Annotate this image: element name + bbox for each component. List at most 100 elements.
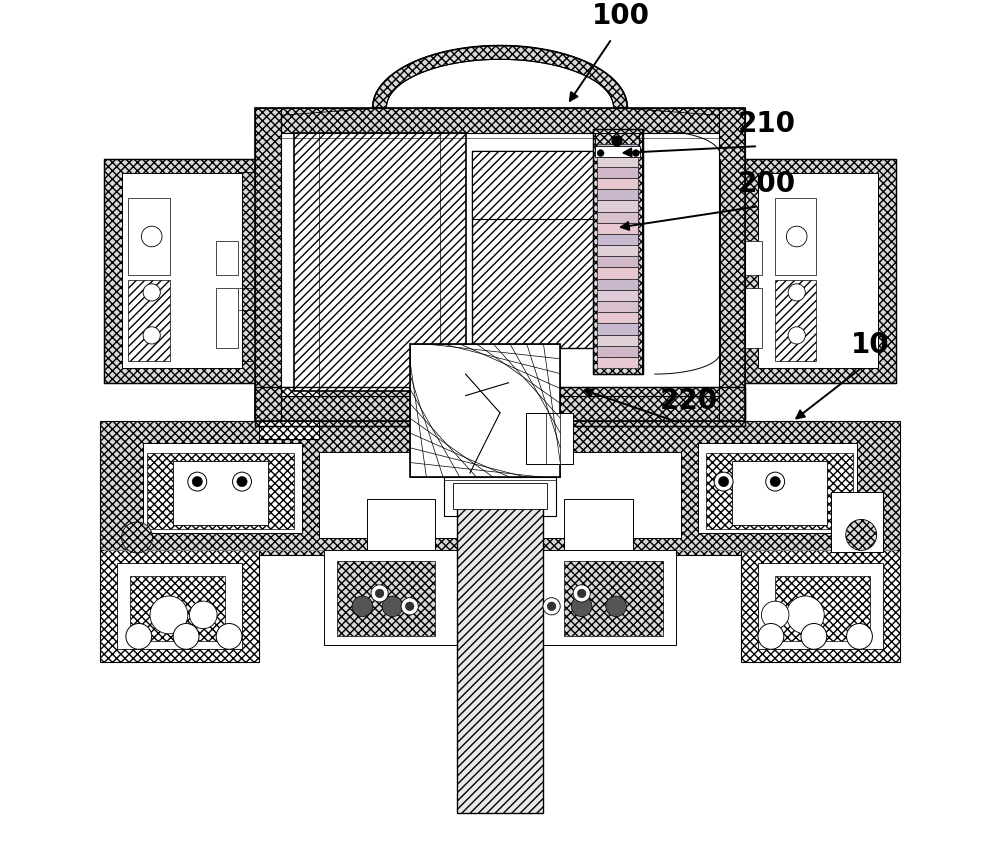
Bar: [597, 234, 638, 245]
Circle shape: [766, 472, 785, 491]
Bar: [319, 452, 681, 538]
Bar: [337, 561, 435, 636]
Bar: [367, 499, 435, 550]
Bar: [597, 256, 638, 267]
Bar: [147, 453, 294, 529]
Text: 210: 210: [738, 109, 796, 138]
Circle shape: [788, 284, 805, 301]
Bar: [758, 173, 878, 368]
Circle shape: [190, 601, 217, 629]
Bar: [597, 178, 638, 189]
Bar: [294, 133, 466, 391]
Circle shape: [143, 284, 160, 301]
Bar: [281, 133, 719, 396]
Text: 10: 10: [850, 331, 889, 359]
Circle shape: [788, 327, 805, 344]
Bar: [741, 241, 762, 275]
Bar: [741, 288, 762, 348]
Bar: [706, 453, 853, 529]
Bar: [597, 357, 638, 368]
Circle shape: [571, 596, 592, 617]
Circle shape: [233, 472, 251, 491]
Text: 100: 100: [591, 2, 649, 30]
Bar: [775, 198, 816, 275]
Bar: [128, 198, 170, 275]
Bar: [732, 461, 827, 525]
Bar: [595, 146, 640, 157]
Bar: [104, 159, 259, 383]
Bar: [698, 443, 857, 533]
Bar: [128, 280, 170, 361]
Bar: [259, 387, 319, 439]
Circle shape: [606, 596, 626, 617]
Bar: [564, 561, 663, 636]
Bar: [457, 503, 543, 813]
Circle shape: [846, 519, 877, 550]
Bar: [255, 108, 281, 421]
Circle shape: [188, 472, 207, 491]
Circle shape: [401, 598, 418, 615]
Bar: [410, 344, 560, 477]
Bar: [117, 563, 242, 649]
Bar: [831, 492, 883, 552]
Circle shape: [758, 624, 784, 649]
Circle shape: [597, 150, 604, 157]
Bar: [255, 396, 745, 421]
Bar: [564, 499, 633, 550]
Bar: [593, 129, 643, 374]
Circle shape: [718, 476, 729, 487]
Bar: [597, 144, 638, 156]
Bar: [597, 346, 638, 357]
Bar: [444, 477, 556, 516]
Circle shape: [237, 476, 247, 487]
Text: 220: 220: [660, 386, 718, 415]
Bar: [597, 267, 638, 279]
Circle shape: [150, 596, 188, 634]
Bar: [122, 173, 242, 368]
Bar: [324, 550, 676, 645]
Bar: [472, 150, 600, 348]
Bar: [597, 200, 638, 212]
Circle shape: [612, 136, 622, 146]
Circle shape: [714, 472, 733, 491]
Circle shape: [577, 589, 586, 598]
Bar: [255, 108, 745, 133]
Bar: [597, 245, 638, 256]
Bar: [104, 159, 259, 383]
Bar: [597, 156, 638, 167]
Bar: [238, 172, 259, 361]
Bar: [719, 172, 741, 361]
Bar: [741, 550, 900, 662]
Circle shape: [786, 596, 824, 634]
Circle shape: [126, 624, 152, 649]
Bar: [255, 387, 745, 426]
Circle shape: [371, 585, 388, 602]
Bar: [173, 461, 268, 525]
Circle shape: [761, 601, 789, 629]
Circle shape: [122, 522, 153, 553]
Bar: [255, 108, 745, 421]
Bar: [775, 576, 870, 641]
Circle shape: [573, 585, 590, 602]
Bar: [597, 279, 638, 290]
Bar: [143, 443, 302, 533]
Circle shape: [192, 476, 202, 487]
Bar: [597, 212, 638, 223]
Bar: [597, 223, 638, 234]
Bar: [595, 133, 639, 149]
Circle shape: [216, 624, 242, 649]
Bar: [775, 280, 816, 361]
Bar: [593, 129, 643, 374]
Bar: [597, 301, 638, 312]
Bar: [597, 167, 638, 178]
Circle shape: [847, 624, 872, 649]
Text: 200: 200: [738, 169, 796, 198]
Circle shape: [352, 596, 373, 617]
Bar: [758, 563, 883, 649]
Bar: [597, 335, 638, 346]
Circle shape: [786, 226, 807, 247]
Bar: [597, 189, 638, 200]
Circle shape: [375, 589, 384, 598]
Bar: [741, 159, 896, 383]
Circle shape: [382, 596, 403, 617]
